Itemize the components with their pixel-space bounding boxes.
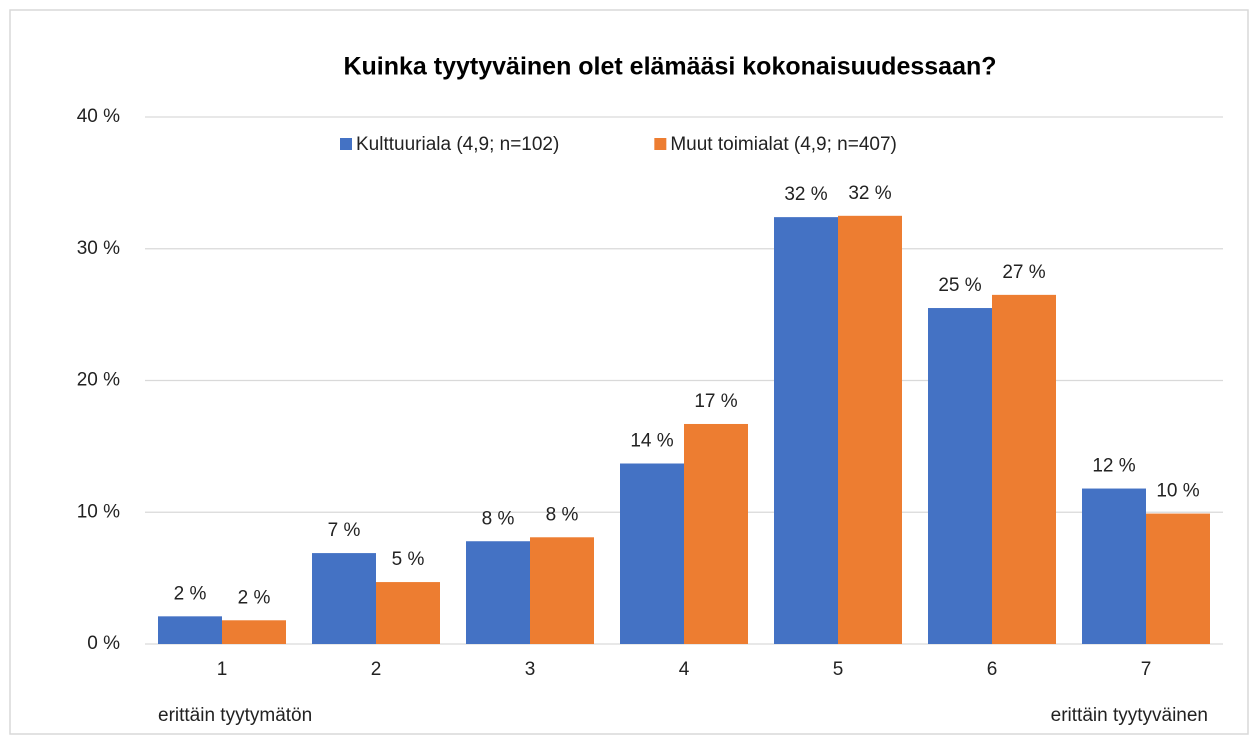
bar [774, 217, 838, 644]
y-tick-label: 40 % [77, 106, 120, 127]
value-label: 2 % [174, 583, 207, 604]
bar [620, 463, 684, 644]
annotation: erittäin tyytyväinen [1051, 705, 1208, 726]
legend-label: Kulttuuriala (4,9; n=102) [356, 134, 559, 155]
chart-title: Kuinka tyytyväinen olet elämääsi kokonai… [343, 53, 996, 81]
bar [158, 616, 222, 644]
bar [1082, 488, 1146, 644]
legend-label: Muut toimialat (4,9; n=407) [670, 134, 897, 155]
legend-swatch [340, 138, 352, 150]
x-tick-label: 7 [1141, 659, 1152, 680]
bar [222, 620, 286, 644]
x-tick-label: 4 [679, 659, 690, 680]
value-label: 5 % [392, 549, 425, 570]
value-label: 8 % [482, 508, 515, 529]
bar [838, 215, 902, 644]
bar [928, 308, 992, 644]
y-tick-label: 10 % [77, 501, 120, 522]
value-label: 7 % [328, 520, 361, 541]
x-tick-label: 6 [987, 659, 998, 680]
value-label: 25 % [938, 275, 981, 296]
x-tick-label: 5 [833, 659, 844, 680]
value-label: 2 % [238, 587, 271, 608]
value-label: 27 % [1002, 262, 1045, 283]
annotation: erittäin tyytymätön [158, 705, 312, 726]
bar [466, 541, 530, 644]
value-label: 14 % [630, 431, 673, 452]
bar [376, 582, 440, 644]
value-label: 32 % [848, 183, 891, 204]
bar [1146, 513, 1210, 644]
y-tick-label: 20 % [77, 370, 120, 391]
value-label: 8 % [546, 504, 579, 525]
value-label: 32 % [784, 184, 827, 205]
bar [684, 423, 748, 644]
value-label: 17 % [694, 391, 737, 412]
y-tick-label: 0 % [87, 633, 120, 654]
x-tick-label: 1 [217, 659, 228, 680]
legend-swatch [654, 138, 667, 150]
bar [530, 537, 594, 644]
x-tick-label: 3 [525, 659, 536, 680]
bar [312, 553, 376, 644]
value-label: 10 % [1156, 481, 1199, 502]
value-label: 12 % [1092, 456, 1135, 477]
x-tick-label: 2 [371, 659, 382, 680]
bar [992, 294, 1056, 644]
y-tick-label: 30 % [77, 238, 120, 259]
